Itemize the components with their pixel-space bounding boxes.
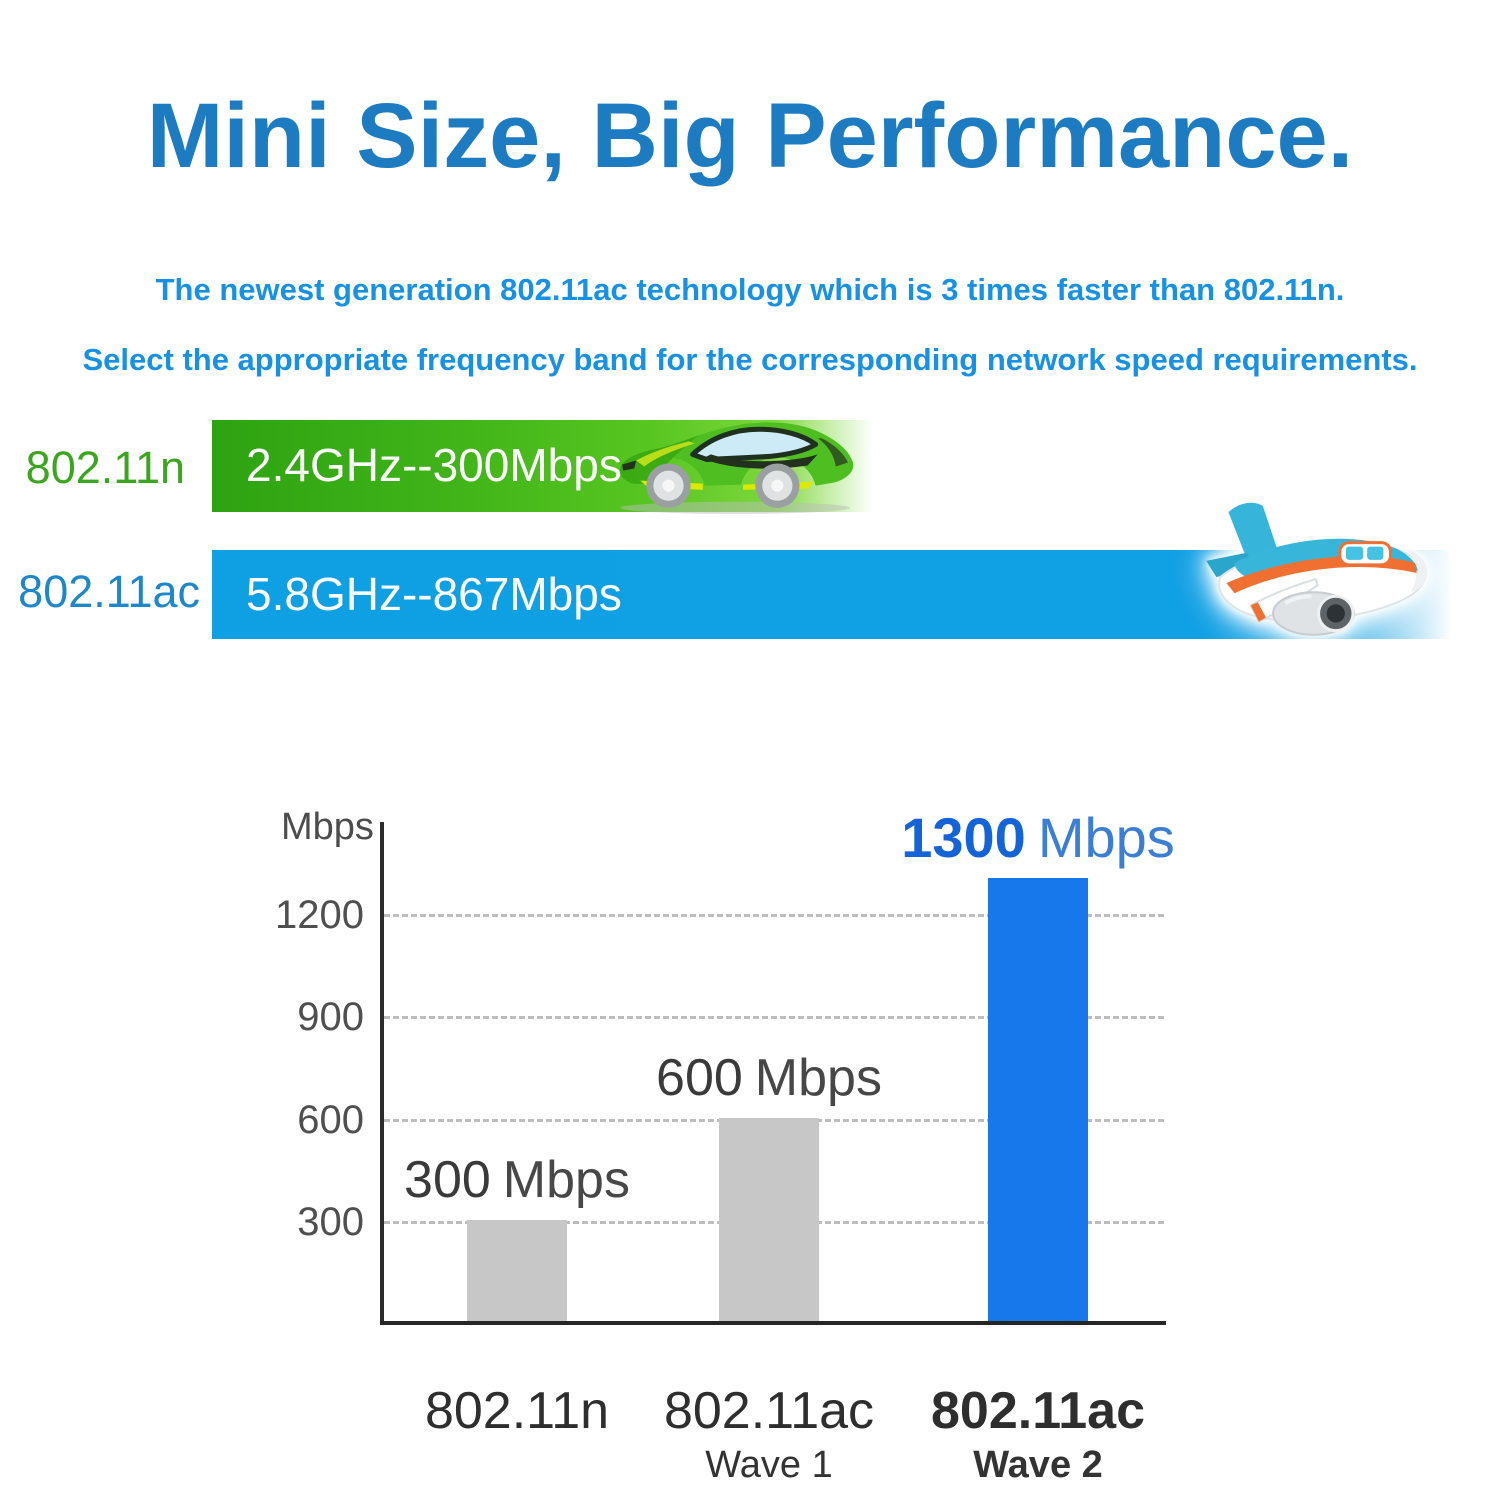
subtitle-line-2: Select the appropriate frequency band fo…: [82, 342, 1418, 377]
y-tick-300: 300: [297, 1200, 364, 1245]
sports-car-icon: [619, 422, 854, 514]
airplane-icon: [1206, 502, 1428, 636]
subtitle-line-1: The newest generation 802.11ac technolog…: [155, 272, 1345, 307]
bar-value-label-300: 300 Mbps: [404, 1151, 630, 1210]
gridline-900: [384, 1016, 1164, 1020]
bar-80211ac-wave1: [719, 1117, 819, 1323]
y-tick-600: 600: [297, 1097, 364, 1142]
x-tick-80211ac-wave2: 802.11ac: [930, 1382, 1146, 1440]
y-tick-1200: 1200: [275, 892, 364, 937]
bar-80211n: [467, 1220, 567, 1323]
x-sublabel-wave1: Wave 1: [705, 1444, 833, 1486]
x-tick-80211n: 802.11n: [424, 1382, 610, 1440]
x-sublabel-wave2: Wave 2: [973, 1444, 1103, 1486]
y-axis-line: [380, 822, 384, 1325]
x-axis-line: [380, 1321, 1166, 1325]
x-tick-80211ac-wave1: 802.11ac: [663, 1382, 875, 1440]
bar-80211ac-wave2: [988, 878, 1088, 1323]
band-80211n-label: 802.11n: [25, 442, 185, 493]
y-tick-900: 900: [297, 995, 364, 1040]
band-80211ac-label: 802.11ac: [18, 566, 200, 617]
gridline-1200: [384, 913, 1164, 917]
page-title: Mini Size, Big Performance.: [146, 85, 1354, 187]
bar-value-label-600: 600 Mbps: [656, 1048, 882, 1107]
bar-value-label-1300: 1300 Mbps: [901, 806, 1175, 870]
band-80211n-speed-text: 2.4GHz--300Mbps: [246, 438, 622, 491]
y-axis-unit-label: Mbps: [281, 806, 374, 848]
band-80211ac-speed-text: 5.8GHz--867Mbps: [246, 567, 622, 620]
